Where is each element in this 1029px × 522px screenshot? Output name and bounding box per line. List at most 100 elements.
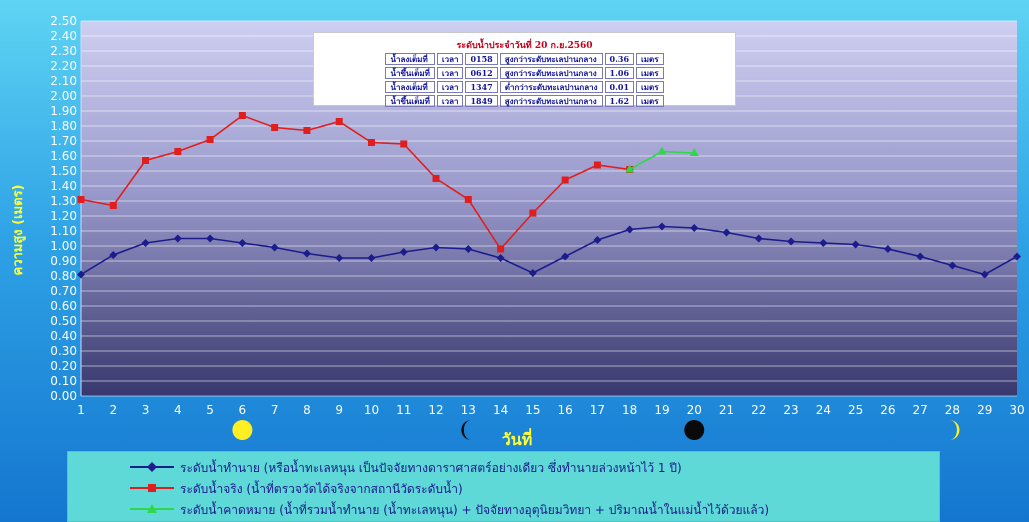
x-tick-label: 21 [719,403,734,417]
data-point [851,240,860,249]
x-tick-label: 8 [303,403,311,417]
data-point [657,222,666,231]
y-axis-ticks: 0.000.100.200.300.400.500.600.700.800.90… [50,14,77,403]
data-point [432,175,440,182]
data-point [819,239,828,247]
data-point [657,146,667,155]
y-tick-label: 1.50 [50,164,77,178]
y-tick-label: 2.20 [50,59,77,73]
data-point [109,251,118,259]
y-axis-title: ความสูง (เมตร) [11,185,26,276]
tide-row: น้ำลงเต็มที่ เวลา 1347 ต่ำกว่าระดับทะเลป… [385,81,664,93]
series-diamond [77,222,1021,279]
x-tick-label: 26 [880,403,895,417]
x-axis-title: วันที่ [502,428,532,449]
x-tick-label: 27 [913,403,928,417]
y-tick-label: 1.00 [50,239,77,253]
tide-info-table: น้ำลงเต็มที่ เวลา 0158 สูงกว่าระดับทะเลป… [383,51,665,109]
full-moon-icon [232,420,253,440]
new-moon-icon [684,420,705,440]
legend-label: ระดับน้ำคาดหมาย (น้ำที่รวมน้ำทำนาย (น้ำท… [180,503,770,517]
x-tick-label: 20 [687,403,702,417]
legend-marker-diamond-icon [130,462,174,472]
x-tick-label: 29 [977,403,992,417]
tide-info-box: ระดับน้ำประจำวันที่ 20 ก.ย.2560 น้ำลงเต็… [313,32,736,109]
y-tick-label: 1.10 [50,224,77,238]
y-tick-label: 1.70 [50,134,77,148]
tide-time: 1849 [465,95,498,107]
tide-row: น้ำขึ้นเต็มที่ เวลา 0612 สูงกว่าระดับทะเ… [385,67,664,79]
data-point [303,127,311,134]
data-point [787,237,796,246]
data-point [400,140,408,148]
tide-reference: สูงกว่าระดับทะเลปานกลาง [499,67,603,79]
y-tick-label: 2.50 [50,14,77,28]
x-tick-label: 6 [239,403,247,417]
data-point [497,245,505,253]
tide-time: 1347 [465,81,498,93]
legend: ระดับน้ำทำนาย (หรือน้ำทะเลหนุน เป็นปัจจั… [67,451,940,522]
x-tick-label: 24 [816,403,831,417]
x-tick-label: 22 [751,403,766,417]
data-point [142,157,150,164]
y-tick-label: 0.80 [50,269,77,283]
moon-phases [232,420,960,440]
data-point [302,249,311,258]
tide-unit: เมตร [636,53,664,65]
data-point [529,209,537,217]
x-tick-label: 13 [461,403,476,417]
x-tick-label: 25 [848,403,863,417]
y-tick-label: 0.90 [50,254,77,268]
tide-time: 0158 [465,53,498,65]
data-point [206,234,215,243]
y-tick-label: 1.80 [50,119,77,133]
x-tick-label: 7 [271,403,279,417]
data-point [109,202,117,209]
data-point [77,196,85,203]
tide-unit: เมตร [636,81,664,93]
tide-level: 1.62 [604,95,635,107]
tide-reference: สูงกว่าระดับทะเลปานกลาง [499,95,603,107]
tide-level: 0.36 [604,53,635,65]
legend-marker-triangle-icon [130,504,174,513]
x-tick-label: 19 [654,403,669,417]
data-point [754,234,763,243]
y-tick-label: 2.10 [50,74,77,88]
data-point [173,234,182,243]
y-tick-label: 2.40 [50,29,77,43]
tide-row: น้ำลงเต็มที่ เวลา 0158 สูงกว่าระดับทะเลป… [385,53,664,65]
data-point [625,225,634,234]
y-tick-label: 0.30 [50,344,77,358]
legend-marker-square-icon [130,484,174,492]
series-triangle [625,146,699,173]
data-point [432,243,441,252]
data-point [980,270,989,279]
x-tick-label: 15 [525,403,540,417]
series-line [80,114,630,251]
tide-time-label: เวลา [436,53,464,65]
tide-time-label: เวลา [436,81,464,93]
x-tick-label: 16 [557,403,572,417]
x-tick-label: 1 [77,403,85,417]
series-layer [77,112,1021,279]
data-point [206,136,214,143]
series-line [80,225,1018,276]
y-tick-label: 0.70 [50,284,77,298]
data-point [722,228,731,237]
data-point [528,269,537,277]
data-point [367,139,375,146]
x-tick-label: 10 [364,403,379,417]
x-tick-label: 9 [335,403,343,417]
y-tick-label: 0.40 [50,329,77,343]
data-point [593,161,601,169]
data-point [464,245,473,253]
waning-crescent-moon-icon [461,420,472,440]
y-tick-label: 1.20 [50,209,77,223]
data-point [238,112,246,119]
x-tick-label: 18 [622,403,637,417]
waxing-crescent-moon-icon [949,420,960,440]
y-tick-label: 0.00 [50,389,77,403]
y-tick-label: 0.20 [50,359,77,373]
y-tick-label: 2.30 [50,44,77,58]
legend-label: ระดับน้ำทำนาย (หรือน้ำทะเลหนุน เป็นปัจจั… [180,461,682,475]
